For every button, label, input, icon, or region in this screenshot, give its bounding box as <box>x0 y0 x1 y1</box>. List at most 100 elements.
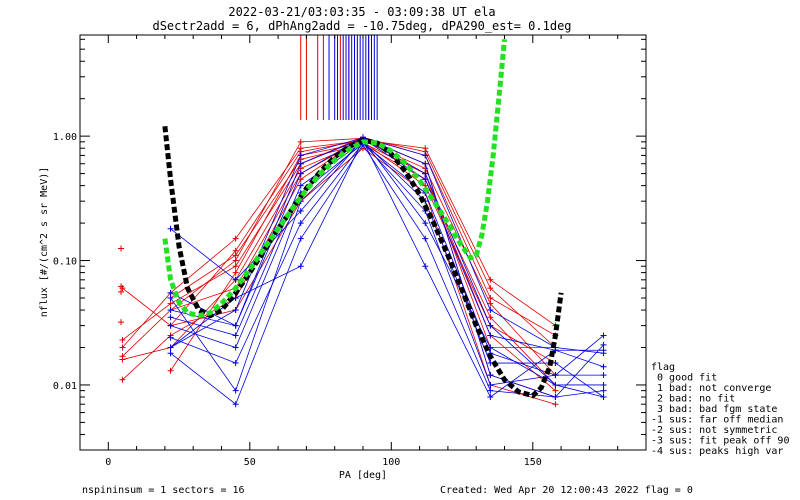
blue-point-8-4 <box>422 152 429 159</box>
blue-series-0 <box>170 138 604 351</box>
red-point-8-5 <box>487 285 494 292</box>
blue-point-6-7 <box>600 381 607 388</box>
red-point-9-6 <box>552 387 559 394</box>
red-point-1-1 <box>167 300 174 307</box>
legend-item-8: -4 sus: peaks high var <box>651 446 783 457</box>
red-isolated-point-0 <box>118 245 125 252</box>
fit-curve-green <box>162 39 507 319</box>
red-point-5-3 <box>297 145 304 152</box>
x-tick-label-3: 150 <box>524 457 542 468</box>
blue-point-0-5 <box>487 332 494 339</box>
blue-point-7-7 <box>600 387 607 394</box>
red-isolated-point-2 <box>118 288 125 295</box>
red-point-3-0 <box>119 356 126 363</box>
blue-point-3-4 <box>422 263 429 270</box>
blue-point-9-6 <box>552 372 559 379</box>
blue-point-1-0 <box>167 289 174 296</box>
chart-title-line1: 2022-03-21/03:03:35 - 03:09:38 UT ela <box>228 5 495 19</box>
red-isolated-point-1 <box>118 283 125 290</box>
blue-point-3-1 <box>232 387 239 394</box>
blue-point-4-6 <box>552 360 559 367</box>
red-point-5-0 <box>119 344 126 351</box>
legend-item-2: 1 bad: not converge <box>651 383 771 394</box>
blue-point-4-1 <box>232 332 239 339</box>
blue-point-8-5 <box>487 307 494 314</box>
blue-point-6-5 <box>487 322 494 329</box>
legend-item-5: -1 sus: far off median <box>651 415 783 426</box>
red-point-6-5 <box>487 314 494 321</box>
blue-point-7-5 <box>487 387 494 394</box>
y-tick-label-2: 1.00 <box>53 132 77 143</box>
red-point-9-0 <box>167 367 174 374</box>
blue-point-8-0 <box>167 344 174 351</box>
red-point-5-6 <box>487 300 494 307</box>
red-point-8-2 <box>297 138 304 145</box>
blue-series-4 <box>170 141 604 398</box>
red-series-5 <box>122 140 556 376</box>
blue-point-7-4 <box>422 235 429 242</box>
blue-series-1 <box>170 136 604 398</box>
chart-title-line2: dSectr2add = 6, dPhAng2add = -10.75deg, … <box>152 19 571 33</box>
footer-right: Created: Wed Apr 20 12:00:43 2022 flag =… <box>440 485 693 496</box>
blue-point-4-2 <box>297 182 304 189</box>
blue-point-8-1 <box>232 307 239 314</box>
blue-point-3-5 <box>487 394 494 401</box>
plot-area <box>118 35 607 408</box>
red-isolated-point-3 <box>118 319 125 326</box>
y-tick-label-0: 0.01 <box>53 381 77 392</box>
legend-item-7: -3 sus: fit peak off 90 <box>651 436 789 447</box>
red-point-4-0 <box>119 376 126 383</box>
axes: 0 50 100 150 0.01 0.10 1.00 <box>53 35 647 468</box>
red-point-9-1 <box>232 269 239 276</box>
blue-point-7-1 <box>232 401 239 408</box>
x-tick-label-1: 50 <box>244 457 256 468</box>
legend-item-3: 2 bad: no fit <box>651 394 735 405</box>
legend-item-4: 3 bad: bad fgm state <box>651 404 777 415</box>
blue-point-7-2 <box>297 235 304 242</box>
legend-item-6: -2 sus: not symmetric <box>651 425 777 436</box>
blue-series-7 <box>170 144 604 405</box>
blue-point-4-7 <box>600 394 607 401</box>
red-point-8-1 <box>232 257 239 264</box>
blue-point-2-4 <box>422 220 429 227</box>
x-tick-label-2: 100 <box>382 457 400 468</box>
blue-series-8 <box>170 137 604 354</box>
red-point-1-0 <box>119 336 126 343</box>
red-point-1-2 <box>232 263 239 270</box>
blue-point-6-6 <box>552 381 559 388</box>
red-series-1 <box>122 136 556 341</box>
red-point-2-6 <box>487 276 494 283</box>
red-series-6 <box>170 143 556 386</box>
red-series-0 <box>122 138 556 357</box>
blue-point-7-6 <box>552 394 559 401</box>
red-series-9 <box>170 142 556 391</box>
blue-series-3 <box>170 139 604 398</box>
x-axis-label: PA [deg] <box>339 470 387 481</box>
blue-point-0-4 <box>422 176 429 183</box>
blue-point-9-7 <box>600 372 607 379</box>
blue-point-4-0 <box>167 314 174 321</box>
blue-point-8-7 <box>600 350 607 357</box>
blue-point-0-1 <box>232 276 239 283</box>
blue-point-9-1 <box>232 344 239 351</box>
blue-point-3-7 <box>600 363 607 370</box>
blue-point-5-7 <box>600 332 607 339</box>
blue-point-1-7 <box>600 341 607 348</box>
fit-curve-black <box>162 126 564 399</box>
blue-point-5-2 <box>297 220 304 227</box>
blue-point-1-4 <box>422 160 429 167</box>
blue-point-1-5 <box>487 372 494 379</box>
red-point-7-6 <box>552 401 559 408</box>
blue-point-7-0 <box>167 350 174 357</box>
red-point-1-6 <box>487 294 494 301</box>
blue-point-3-0 <box>167 294 174 301</box>
blue-point-5-0 <box>167 334 174 341</box>
blue-point-0-2 <box>297 208 304 215</box>
blue-point-0-0 <box>167 225 174 232</box>
blue-point-5-5 <box>487 381 494 388</box>
flag-legend: flag 0 good fit 1 bad: not converge 2 ba… <box>651 362 789 457</box>
blue-point-6-0 <box>167 307 174 314</box>
blue-point-6-4 <box>422 170 429 177</box>
blue-point-6-2 <box>297 160 304 167</box>
